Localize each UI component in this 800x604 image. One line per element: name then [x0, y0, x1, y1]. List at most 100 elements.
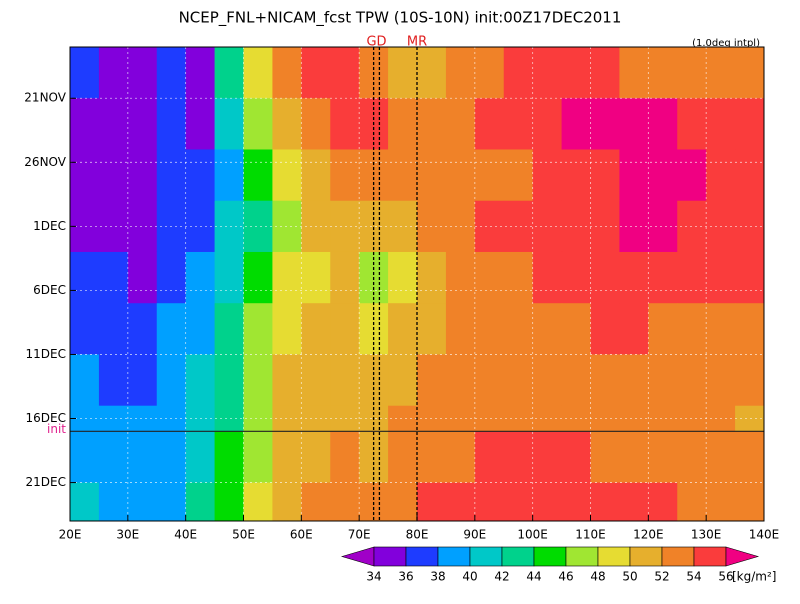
field-cell — [474, 405, 505, 432]
colorbar-label: 54 — [686, 570, 701, 584]
field-cell — [98, 251, 129, 304]
field-cell — [706, 98, 736, 150]
field-cell — [185, 431, 216, 484]
field-cell — [648, 149, 678, 202]
colorbar-label: 38 — [430, 570, 445, 584]
field-cell — [735, 354, 765, 407]
field-cell — [474, 354, 505, 407]
field-cell — [185, 98, 216, 150]
field-cell — [706, 303, 736, 355]
field-cell — [445, 47, 476, 99]
field-cell — [677, 47, 707, 99]
field-cell — [532, 47, 563, 99]
field-cell — [98, 405, 129, 432]
field-cell — [98, 200, 129, 253]
field-cell — [648, 47, 678, 99]
colorbar-box — [565, 546, 599, 567]
field-cell — [330, 431, 360, 484]
field-cell — [619, 200, 649, 253]
field-cell — [590, 47, 620, 99]
field-cell — [619, 431, 649, 484]
field-cell — [98, 47, 129, 99]
field-cell — [417, 251, 447, 304]
field-cell — [70, 431, 100, 484]
field-cell — [619, 482, 649, 522]
field-cell — [677, 354, 707, 407]
field-cell — [503, 405, 534, 432]
field-cell — [474, 47, 505, 99]
field-cell — [474, 482, 505, 522]
field-cell — [127, 200, 158, 253]
field-cell — [735, 251, 765, 304]
field-cell — [185, 47, 216, 99]
field-cell — [214, 200, 244, 253]
field-cell — [445, 98, 476, 150]
field-cell — [648, 431, 678, 484]
field-cell — [735, 98, 765, 150]
field-cell — [330, 98, 360, 150]
field-cell — [706, 354, 736, 407]
y-tick-label: 11DEC — [26, 347, 66, 361]
field-cell — [503, 354, 534, 407]
field-cell — [243, 98, 273, 150]
field-cell — [735, 47, 765, 99]
x-tick-label: 80E — [406, 528, 429, 542]
field-cell — [388, 482, 418, 522]
field-cell — [619, 47, 649, 99]
field-cell — [156, 482, 187, 522]
field-cell — [214, 251, 244, 304]
colorbar-box — [693, 546, 727, 567]
field-cell — [561, 431, 591, 484]
field-cell — [156, 47, 187, 99]
field-cell — [619, 98, 649, 150]
field-cell — [98, 149, 129, 202]
colorbar-label: 46 — [558, 570, 573, 584]
field-cell — [127, 431, 158, 484]
units-label: [kg/m²] — [732, 570, 776, 584]
field-cell — [243, 431, 273, 484]
field-cell — [503, 303, 534, 355]
field-cell — [677, 149, 707, 202]
field-cell — [272, 47, 302, 99]
field-cell — [70, 251, 100, 304]
note: (1.0deg intpl) — [692, 38, 760, 49]
field-cell — [445, 354, 476, 407]
field-cell — [388, 251, 418, 304]
field-cell — [272, 354, 302, 407]
field-cell — [677, 303, 707, 355]
field-cell — [474, 303, 505, 355]
field-cell — [272, 149, 302, 202]
field-cell — [70, 47, 100, 99]
x-tick-label: 70E — [348, 528, 371, 542]
field-cell — [677, 98, 707, 150]
field-cell — [243, 251, 273, 304]
field-cell — [214, 98, 244, 150]
field-cell — [417, 303, 447, 355]
colorbar-label: 50 — [622, 570, 637, 584]
field-cell — [503, 482, 534, 522]
field-cell — [706, 251, 736, 304]
field-cell — [156, 431, 187, 484]
field-cell — [735, 405, 765, 432]
field-cell — [388, 303, 418, 355]
field-cell — [590, 482, 620, 522]
x-tick-label: 60E — [290, 528, 313, 542]
field-cell — [503, 47, 534, 99]
colorbar-label: 36 — [398, 570, 413, 584]
field-cell — [561, 47, 591, 99]
field-cell — [735, 303, 765, 355]
field-cell — [648, 200, 678, 253]
field-cell — [445, 149, 476, 202]
field-cell — [214, 303, 244, 355]
field-cell — [417, 149, 447, 202]
field-cell — [417, 354, 447, 407]
y-tick-label: 16DEC — [26, 411, 66, 425]
field-cell — [388, 431, 418, 484]
colorbar-label: 44 — [526, 570, 541, 584]
field-cell — [98, 303, 129, 355]
colorbar-label: 52 — [654, 570, 669, 584]
marker-label: GD — [366, 35, 386, 50]
field-cell — [474, 200, 505, 253]
field-cell — [561, 482, 591, 522]
field-cell — [301, 303, 331, 355]
